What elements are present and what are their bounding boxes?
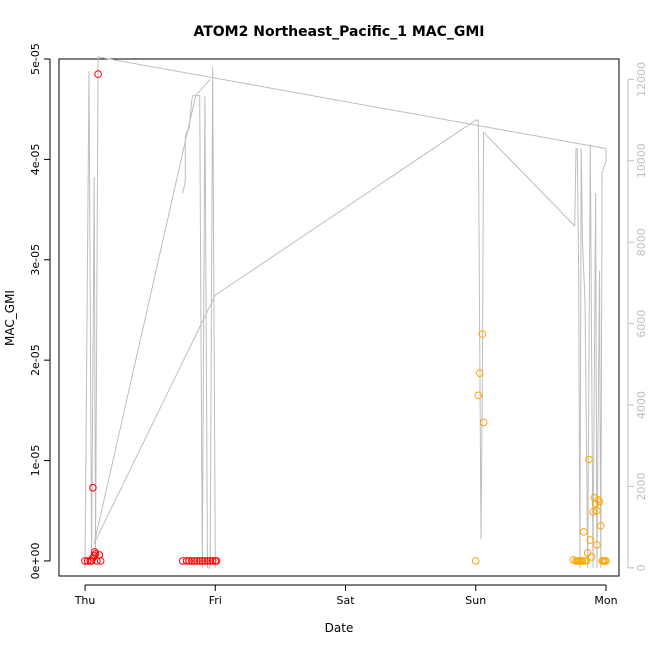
data-point [193, 557, 201, 565]
data-point [595, 497, 604, 506]
x-tick-label: Sat [336, 594, 355, 607]
data-point [475, 369, 484, 378]
data-point [602, 557, 610, 565]
data-point [208, 557, 217, 565]
plot-frame [58, 58, 620, 577]
data-point [591, 499, 600, 508]
y2-tick-label: 8000 [635, 228, 648, 256]
data-point [586, 536, 595, 544]
data-point [582, 557, 591, 565]
y2-tick-label: 2000 [635, 472, 648, 500]
x-tick-label: Sun [465, 594, 486, 607]
y-axis-label: MAC_GMI [3, 290, 17, 346]
y2-tick-label: 10000 [635, 143, 648, 178]
data-point [593, 506, 601, 515]
x-axis-label: Date [325, 621, 354, 635]
y-tick-label: 2e-05 [29, 344, 42, 376]
data-point [203, 557, 212, 565]
data-point [91, 550, 100, 558]
data-point [479, 418, 488, 427]
secondary-line-layer [84, 56, 607, 569]
data-point [94, 70, 102, 78]
data-point [597, 522, 605, 530]
data-point [195, 557, 204, 565]
data-point [188, 557, 196, 565]
data-point [190, 557, 199, 565]
y-tick-label: 5e-05 [29, 43, 42, 75]
data-point [580, 528, 588, 536]
y-tick-label: 4e-05 [29, 144, 42, 176]
y2-tick-label: 4000 [635, 391, 648, 419]
data-point [594, 495, 603, 504]
y2-tick-label: 0 [635, 564, 648, 571]
y-tick-label: 1e-05 [29, 445, 42, 477]
secondary-series-line [84, 56, 607, 568]
x-tick-label: Fri [209, 594, 222, 607]
data-point [583, 549, 592, 557]
secondary-series-line [182, 67, 216, 569]
data-point [96, 557, 105, 565]
chart-title: ATOM2 Northeast_Pacific_1 MAC_GMI [193, 24, 484, 40]
data-point [201, 557, 209, 565]
data-point [578, 557, 587, 565]
data-point [89, 483, 97, 492]
data-point [474, 391, 483, 400]
axes-layer: Thu Fri Sat Sun Mon 0e+00 1e-05 2e-05 3e-05 4e-05… [29, 43, 648, 607]
data-point [585, 455, 593, 464]
data-point [182, 557, 191, 565]
data-point [587, 553, 596, 561]
data-point [185, 557, 193, 565]
data-point [478, 330, 487, 338]
y2-tick-label: 12000 [635, 62, 648, 97]
y2-tick-label: 6000 [635, 310, 648, 338]
data-point [198, 557, 207, 565]
data-point [212, 557, 221, 565]
data-point [471, 557, 480, 565]
points-layer [81, 70, 610, 565]
x-tick-label: Mon [594, 594, 617, 607]
data-point [593, 541, 601, 549]
y-tick-label: 3e-05 [29, 244, 42, 276]
data-point [589, 508, 597, 516]
y-tick-label: 0e+00 [29, 542, 42, 579]
x-tick-label: Thu [74, 594, 96, 607]
